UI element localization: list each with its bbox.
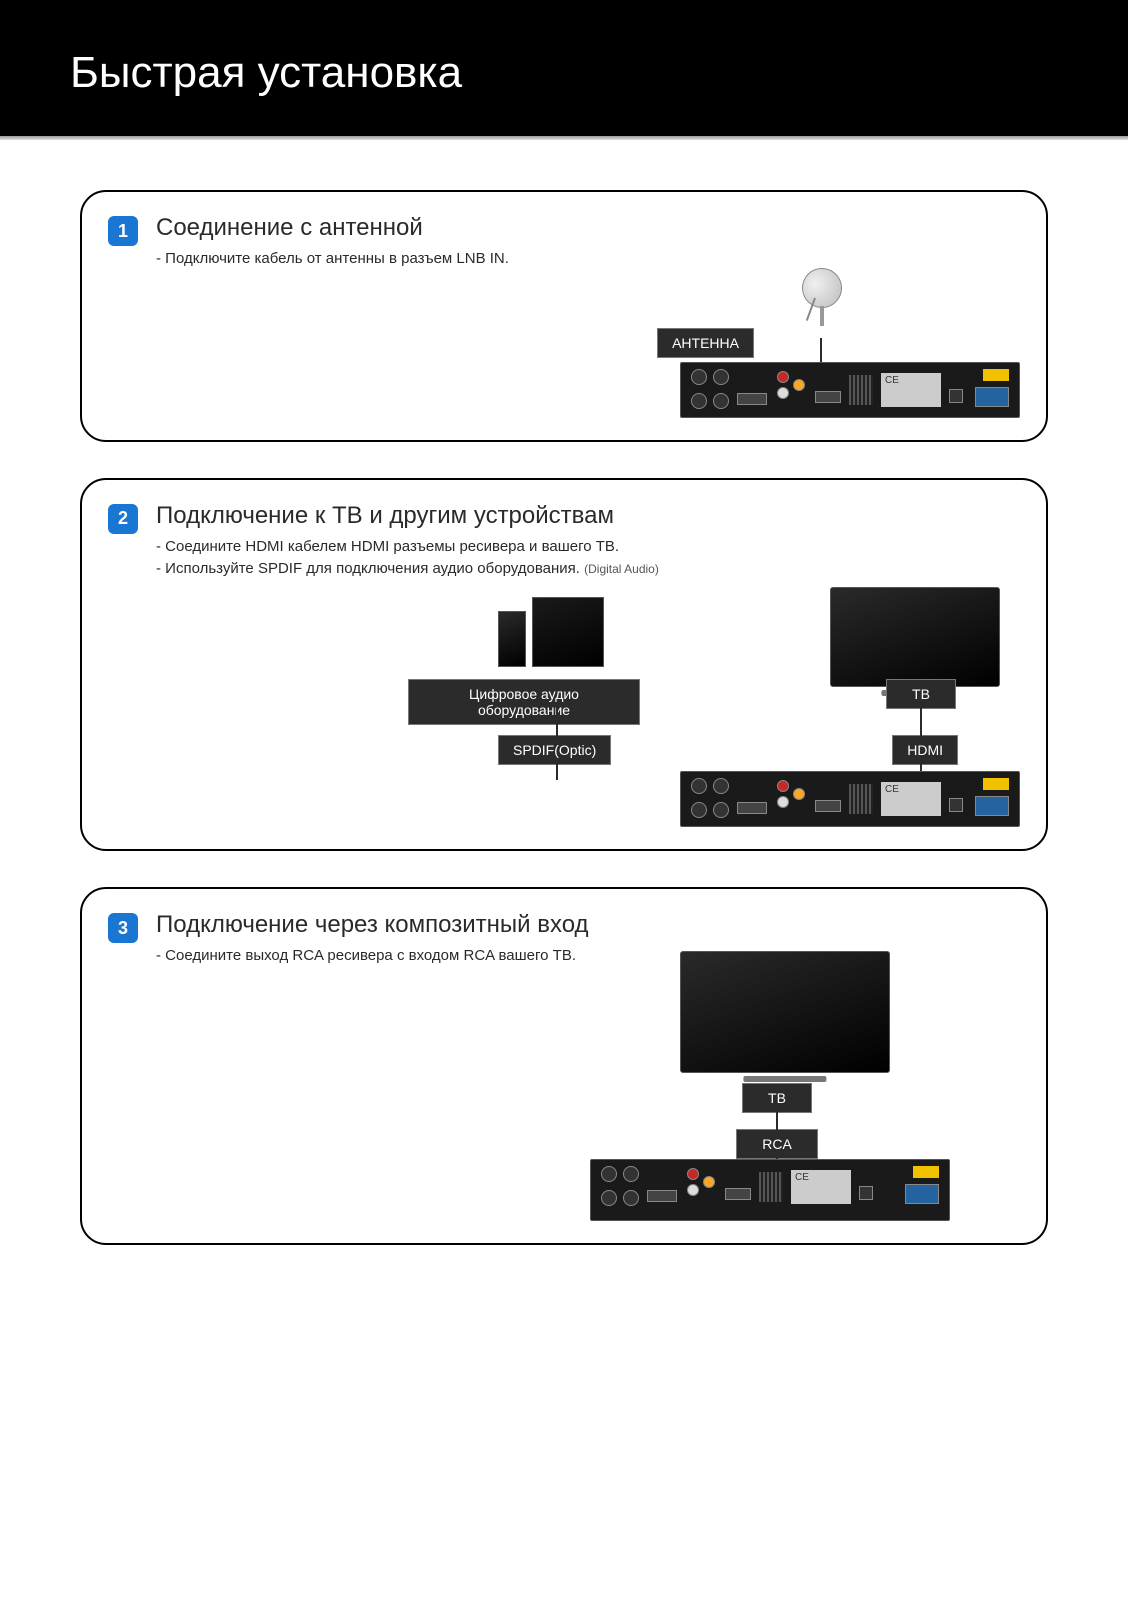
page-header: Быстрая установка [0, 0, 1128, 136]
connector-line [556, 707, 558, 737]
step-2-box: 2 Подключение к ТВ и другим устройствам … [80, 478, 1048, 852]
step-1-badge: 1 [108, 216, 138, 246]
step-1-desc: - Подключите кабель от антенны в разъем … [156, 248, 509, 270]
page-title: Быстрая установка [70, 48, 1058, 98]
step-1-head: 1 Соединение с антенной - Подключите каб… [108, 214, 1020, 270]
step-2-desc-2: - Используйте SPDIF для подключения ауди… [156, 558, 659, 580]
connector-line [920, 707, 922, 737]
receiver-back-panel [680, 362, 1020, 418]
step-2-title: Подключение к ТВ и другим устройствам [156, 502, 659, 530]
content-area: 1 Соединение с антенной - Подключите каб… [0, 140, 1128, 1321]
tv-label: ТВ [742, 1083, 812, 1113]
step-2-desc-2-text: - Используйте SPDIF для подключения ауди… [156, 560, 580, 577]
step-1-diagram: АНТЕННА [108, 278, 1020, 418]
step-1-text: Соединение с антенной - Подключите кабел… [156, 214, 509, 270]
step-2-badge: 2 [108, 504, 138, 534]
receiver-back-panel [680, 771, 1020, 827]
step-3-box: 3 Подключение через композитный вход - С… [80, 887, 1048, 1245]
tv-icon [680, 951, 890, 1073]
audio-equipment-label: Цифровое аудио оборудование [408, 679, 640, 725]
step-3-diagram: ТВ RCA [108, 951, 1020, 1221]
connector-line [556, 762, 558, 780]
tv-icon [830, 587, 1000, 687]
tv-label: ТВ [886, 679, 956, 709]
step-2-diagram: Цифровое аудио оборудование ТВ SPDIF(Opt… [108, 587, 1020, 827]
step-2-hint: (Digital Audio) [584, 562, 659, 576]
step-2-text: Подключение к ТВ и другим устройствам - … [156, 502, 659, 580]
step-1-title: Соединение с антенной [156, 214, 509, 242]
antenna-label: АНТЕННА [657, 328, 754, 358]
step-2-head: 2 Подключение к ТВ и другим устройствам … [108, 502, 1020, 580]
receiver-back-panel [590, 1159, 950, 1221]
step-2-desc-1: - Соедините HDMI кабелем HDMI разъемы ре… [156, 536, 659, 558]
step-3-badge: 3 [108, 913, 138, 943]
spdif-label: SPDIF(Optic) [498, 735, 611, 765]
satellite-dish-icon [794, 268, 850, 324]
hdmi-label: HDMI [892, 735, 958, 765]
step-3-title: Подключение через композитный вход [156, 911, 589, 939]
step-1-box: 1 Соединение с антенной - Подключите каб… [80, 190, 1048, 442]
connector-line [776, 1112, 778, 1130]
speakers-icon [498, 591, 618, 671]
